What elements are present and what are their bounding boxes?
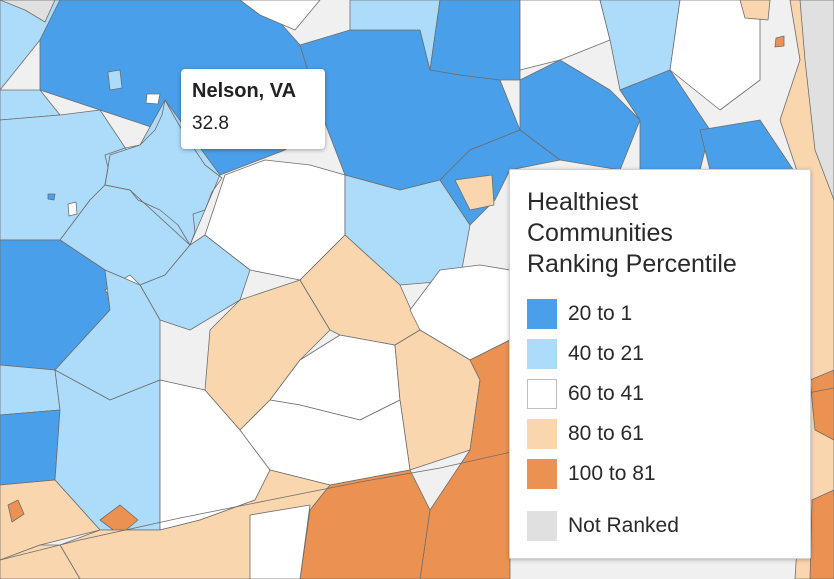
county-region[interactable] [0,544,81,579]
legend-title: Healthiest Communities Ranking Percentil… [527,187,793,280]
legend-label: 100 to 81 [568,462,656,485]
legend-item[interactable]: 80 to 61 [527,414,793,454]
county-region[interactable] [47,193,56,201]
tooltip-county-value: 32.8 [192,113,229,134]
legend-item[interactable]: 60 to 41 [527,374,793,414]
county-region[interactable] [669,0,761,111]
county-region[interactable] [454,174,495,211]
county-region[interactable] [239,0,321,31]
county-region[interactable] [107,69,123,91]
legend-label: 80 to 61 [568,422,644,445]
county-region[interactable] [519,0,611,71]
county-region[interactable] [249,504,311,579]
county-region[interactable] [809,369,834,441]
legend-label: 40 to 21 [568,342,644,365]
legend-label: 60 to 41 [568,382,644,405]
county-region[interactable] [809,489,834,579]
county-region[interactable] [429,0,521,81]
county-region[interactable] [139,234,251,331]
county-region[interactable] [145,93,161,105]
legend-swatch [527,511,557,541]
legend-swatch [527,339,557,369]
county-region[interactable] [774,35,785,48]
county-region[interactable] [349,0,441,71]
legend-title-line: Ranking Percentile [527,250,737,278]
county-region[interactable] [7,499,25,523]
county-region[interactable] [739,0,771,21]
legend-title-line: Communities [527,219,673,247]
legend-item-not-ranked[interactable]: Not Ranked [527,506,793,546]
county-region[interactable] [0,409,61,486]
legend-title-line: Healthiest [527,188,639,216]
county-region[interactable] [0,0,56,23]
legend-label: 20 to 1 [568,302,633,325]
legend-swatch [527,299,557,329]
highlighted-county-outline[interactable] [104,99,223,246]
tooltip-county-name: Nelson, VA [192,80,297,102]
legend-item[interactable]: 40 to 21 [527,334,793,374]
legend-swatch [527,379,557,409]
legend-item[interactable]: 100 to 81 [527,454,793,494]
legend-item[interactable]: 20 to 1 [527,294,793,334]
county-region[interactable] [0,479,101,561]
county-tooltip: Nelson, VA 32.8 [181,69,325,149]
legend-swatch [527,419,557,449]
county-region[interactable] [67,201,78,217]
legend-label: Not Ranked [568,514,679,537]
legend-swatch [527,459,557,489]
county-region[interactable] [799,0,834,201]
map-legend: Healthiest Communities Ranking Percentil… [509,169,811,559]
county-region[interactable] [0,364,61,416]
